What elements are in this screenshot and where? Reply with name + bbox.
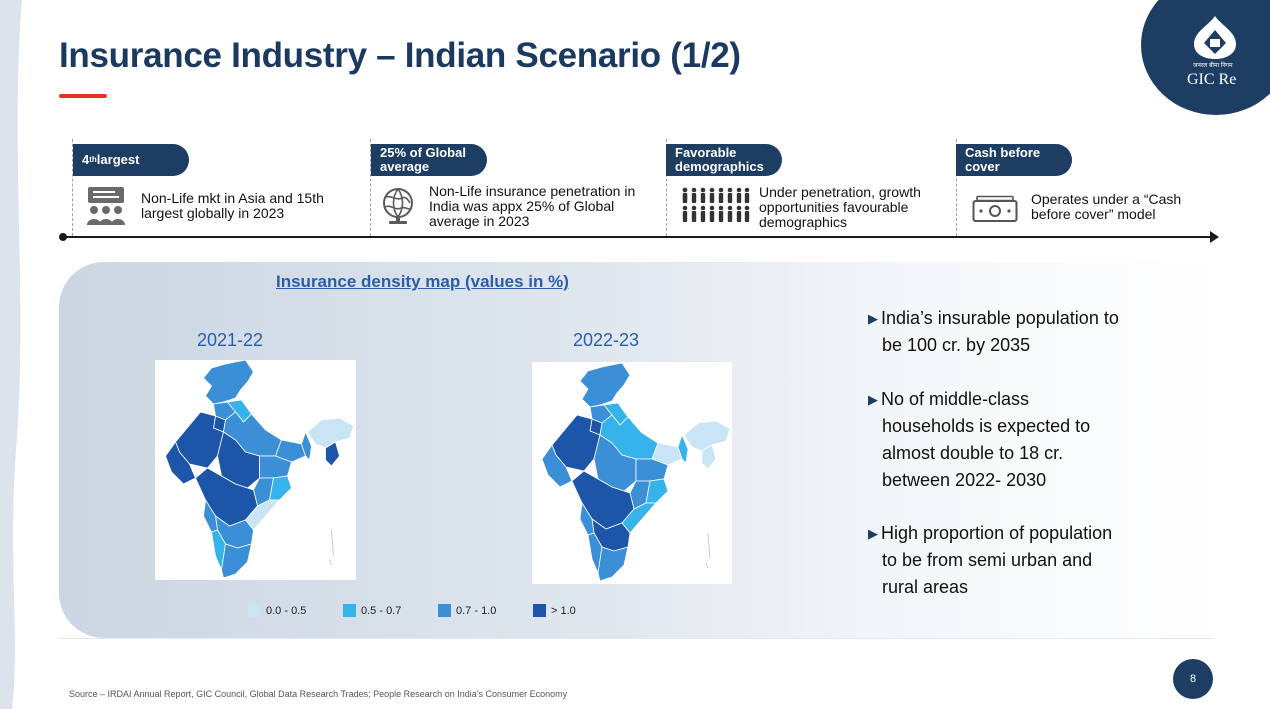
map-year-label: 2022-23 — [573, 330, 640, 350]
timeline-divider — [956, 139, 957, 236]
source-note: Source – IRDAI Annual Report, GIC Counci… — [69, 689, 568, 699]
page-title: Insurance Industry – Indian Scenario (1/… — [59, 36, 741, 75]
legend-swatch — [248, 604, 261, 617]
timeline-description: Under penetration, growth opportunities … — [759, 184, 921, 230]
legend-label: > 1.0 — [551, 604, 576, 617]
legend-swatch — [343, 604, 356, 617]
cash-icon — [972, 195, 1018, 222]
left-decoration — [0, 0, 22, 709]
presentation-audience-icon — [87, 187, 125, 225]
timeline-divider — [666, 139, 667, 236]
title-accent-bar — [59, 94, 107, 98]
bullet-point: ▶ No of middle-class households is expect… — [868, 389, 1091, 490]
legend-swatch — [438, 604, 451, 617]
population-icon — [682, 187, 750, 222]
legend-label: 0.7 - 1.0 — [456, 604, 497, 617]
panel-divider — [59, 638, 1214, 639]
bullet-arrow-icon: ▶ — [868, 311, 878, 326]
timeline-description: Operates under a “Cash before cover” mod… — [1031, 191, 1182, 222]
timeline-axis — [62, 236, 1212, 238]
map-year-label: 2021-22 — [197, 330, 264, 350]
globe-icon — [383, 188, 413, 224]
logo-subtitle: जनरल बीमा निगम — [1193, 63, 1233, 69]
legend-item: 0.5 - 0.7 — [343, 604, 401, 617]
india-density-map-2021-22 — [155, 359, 356, 580]
gic-emblem-icon — [1194, 16, 1236, 59]
legend-item: > 1.0 — [533, 604, 576, 617]
legend-item: 0.7 - 1.0 — [438, 604, 496, 617]
bullet-arrow-icon: ▶ — [868, 392, 878, 407]
timeline-description: Non-Life insurance penetration in India … — [429, 183, 636, 229]
timeline-label-global-average: 25% of Global average — [371, 144, 487, 176]
timeline-divider — [72, 139, 73, 236]
timeline-divider — [370, 139, 371, 236]
legend-item: 0.0 - 0.5 — [248, 604, 306, 617]
timeline-description: Non-Life mkt in Asia and 15th largest gl… — [141, 190, 324, 221]
timeline-label-cash-before-cover: Cash before cover — [956, 144, 1072, 176]
timeline-arrow-icon — [1210, 231, 1219, 243]
legend-label: 0.0 - 0.5 — [266, 604, 307, 617]
legend-swatch — [533, 604, 546, 617]
logo-name: GIC Re — [1187, 71, 1237, 88]
bullet-arrow-icon: ▶ — [868, 526, 878, 541]
timeline-start-dot — [59, 233, 67, 241]
bullet-point: ▶ India’s insurable population to be 100 … — [868, 308, 1119, 355]
legend-label: 0.5 - 0.7 — [361, 604, 402, 617]
map-section-title: Insurance density map (values in %) — [276, 272, 569, 291]
bullet-point: ▶ High proportion of population to be fro… — [868, 523, 1113, 597]
india-density-map-2022-23 — [532, 362, 732, 584]
page-number: 8 — [1173, 659, 1213, 699]
timeline-label-demographics: Favorable demographics — [666, 144, 782, 176]
